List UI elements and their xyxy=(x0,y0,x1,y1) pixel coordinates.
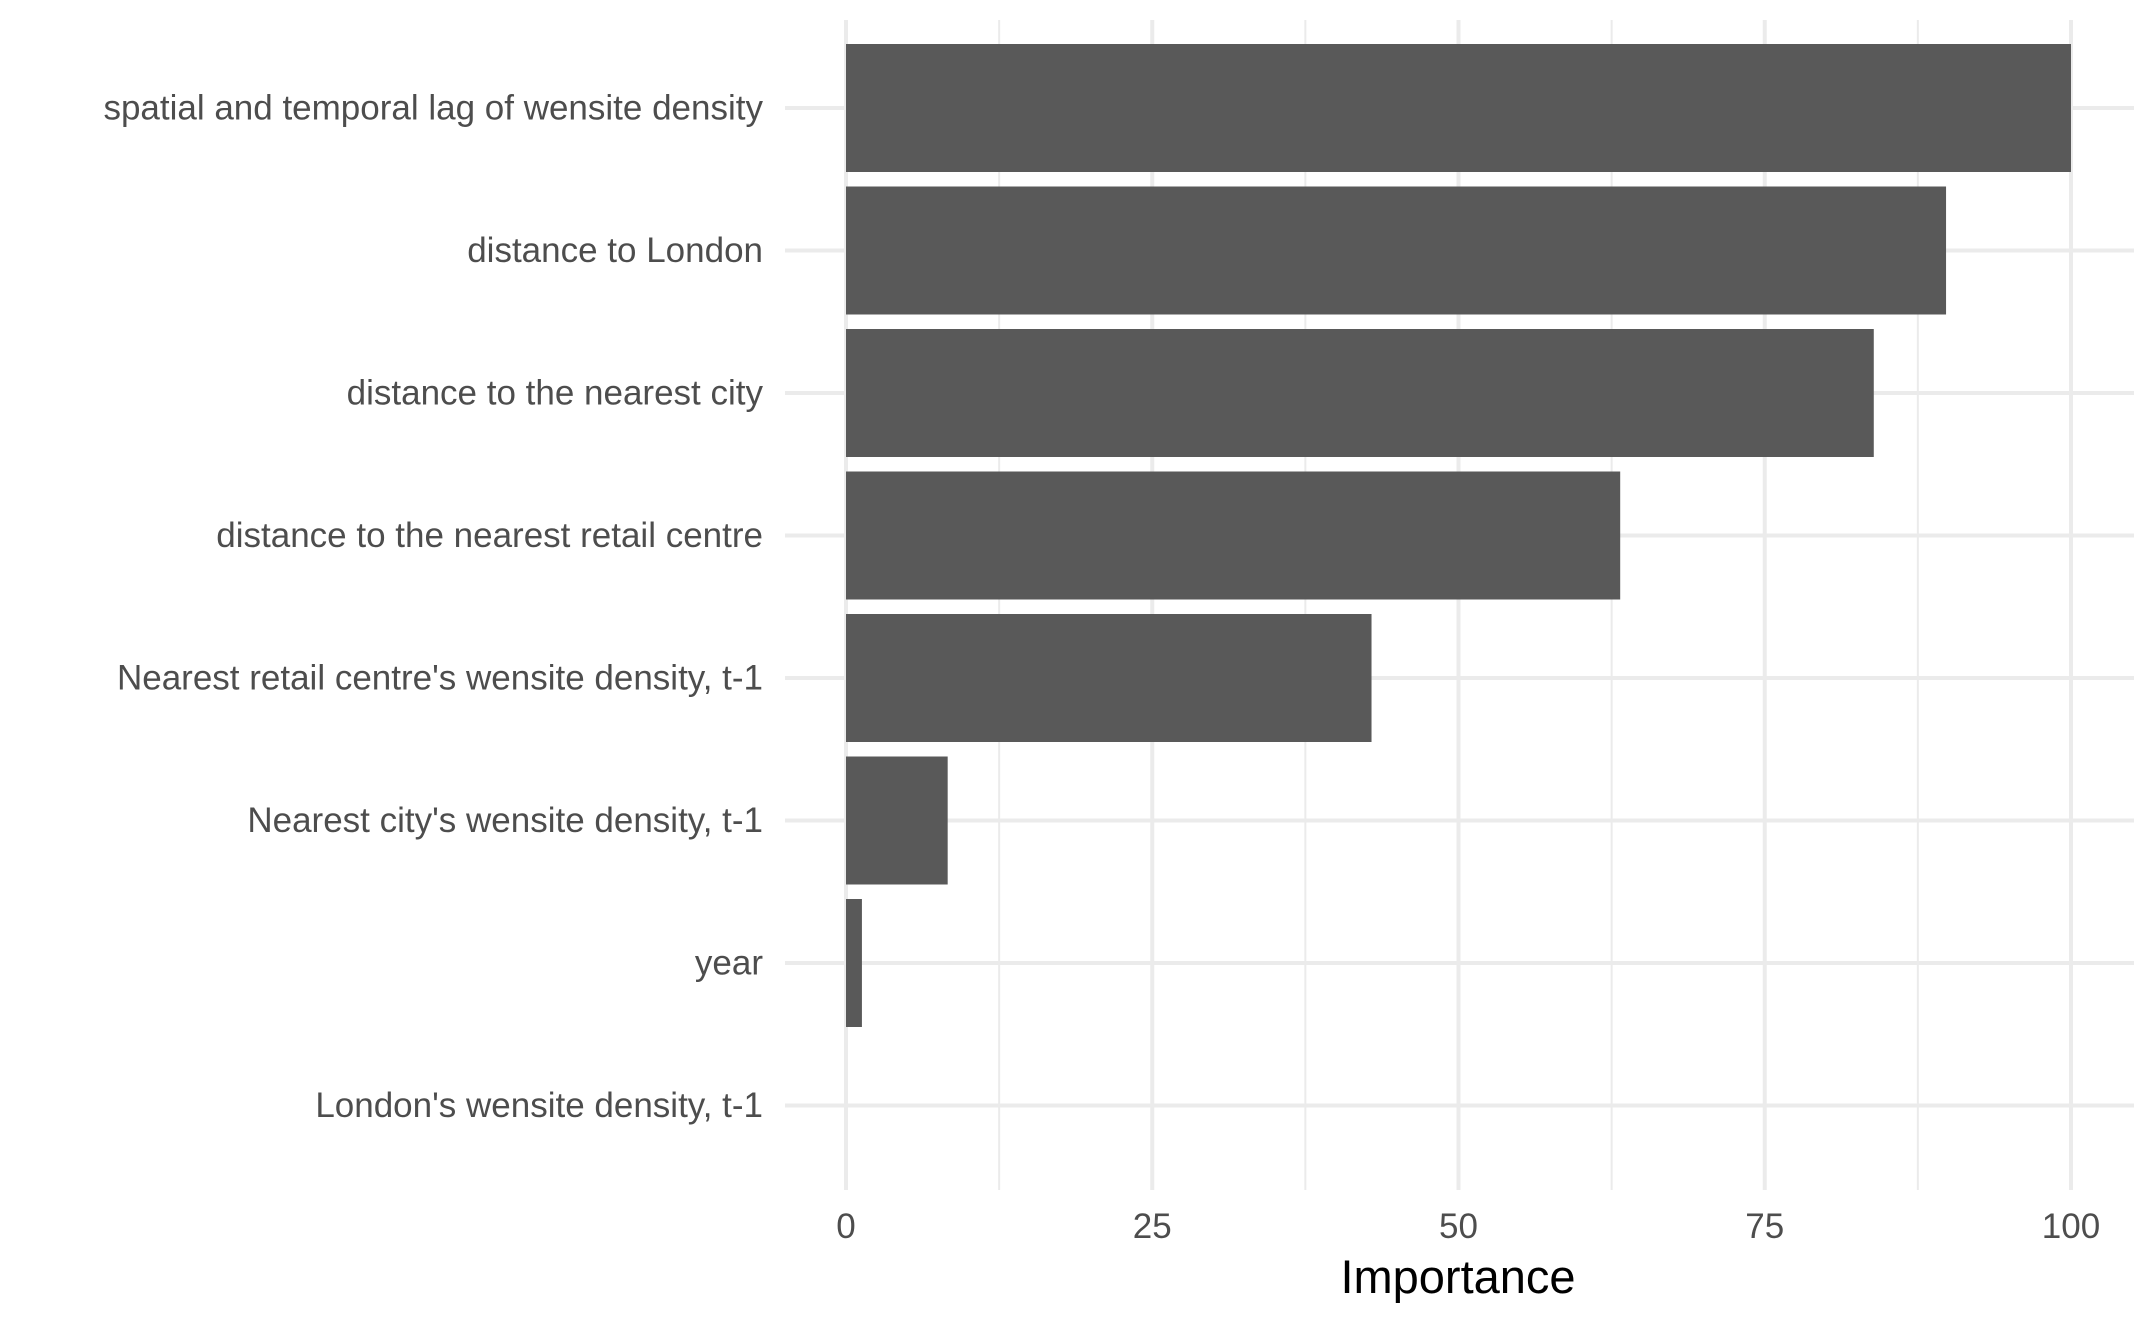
category-labels: spatial and temporal lag of wensite dens… xyxy=(103,89,763,1126)
category-label: distance to the nearest retail centre xyxy=(216,516,763,555)
category-label: distance to the nearest city xyxy=(347,374,764,413)
bar xyxy=(846,756,948,885)
bars xyxy=(846,44,2071,1027)
x-tick-label: 75 xyxy=(1745,1207,1784,1246)
x-tick-labels: 0 25 50 75 100 xyxy=(836,1207,2100,1246)
category-label: spatial and temporal lag of wensite dens… xyxy=(103,89,763,128)
bar xyxy=(846,471,1621,600)
bar xyxy=(846,614,1372,742)
category-label: London's wensite density, t-1 xyxy=(315,1086,763,1125)
x-tick-label: 100 xyxy=(2042,1207,2100,1246)
x-axis-title: Importance xyxy=(1340,1250,1575,1303)
x-tick-label: 25 xyxy=(1133,1207,1172,1246)
category-label: Nearest retail centre's wensite density,… xyxy=(117,659,763,698)
x-tick-label: 50 xyxy=(1439,1207,1478,1246)
category-label: distance to London xyxy=(467,231,763,270)
category-label: year xyxy=(695,944,763,983)
bar xyxy=(846,186,1947,315)
category-label: Nearest city's wensite density, t-1 xyxy=(247,801,763,840)
bar xyxy=(846,329,1874,457)
x-tick-label: 0 xyxy=(836,1207,855,1246)
bar xyxy=(846,44,2071,172)
bar xyxy=(846,899,862,1027)
